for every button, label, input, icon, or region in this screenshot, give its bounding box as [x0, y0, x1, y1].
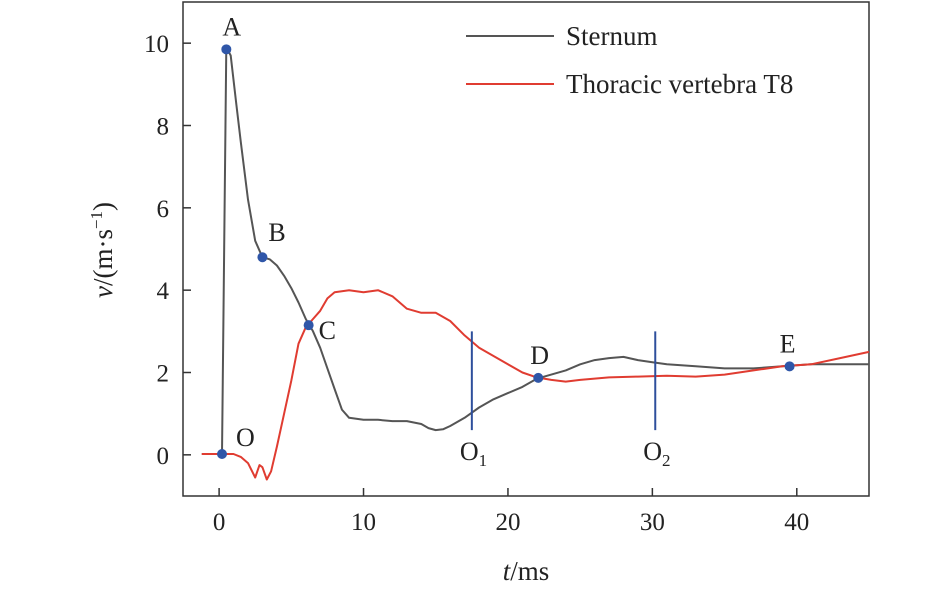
reference-line-label: O1 — [460, 437, 487, 470]
series-line-sternum — [201, 46, 869, 455]
point-label: D — [530, 341, 549, 370]
x-tick-label: 20 — [495, 509, 520, 536]
x-axis-label: t/ms — [503, 556, 550, 586]
reference-line-label: O2 — [643, 437, 670, 470]
y-tick-label: 4 — [157, 278, 170, 305]
y-axis-label: v/(m·s−1) — [87, 202, 118, 298]
y-tick-label: 10 — [144, 31, 169, 58]
series-layer — [201, 46, 870, 481]
point-label: B — [268, 218, 285, 247]
y-tick-label: 0 — [157, 443, 170, 470]
reference-lines: O1 O2 — [460, 331, 671, 470]
x-tick-label: 10 — [351, 509, 376, 536]
x-tick-label: 40 — [784, 509, 809, 536]
legend-label-sternum: Sternum — [566, 21, 658, 51]
point-label: O — [236, 423, 255, 452]
y-tick-label: 8 — [157, 114, 170, 141]
x-tick-label: 0 — [213, 509, 226, 536]
point-marker — [303, 320, 314, 331]
point-marker — [784, 361, 795, 372]
point-label: A — [222, 12, 241, 41]
point-label: E — [780, 329, 796, 358]
axis-ticks: 0 10 20 30 40 0 2 4 6 8 10 — [144, 31, 809, 536]
point-label: C — [319, 316, 336, 345]
legend-label-thoracic-vertebra-t8: Thoracic vertebra T8 — [566, 69, 793, 99]
x-tick-label: 30 — [640, 509, 665, 536]
point-marker — [533, 372, 544, 383]
point-marker — [221, 44, 232, 55]
y-tick-label: 6 — [157, 196, 170, 223]
y-tick-label: 2 — [157, 361, 170, 388]
point-marker — [257, 252, 268, 263]
annotation-points: O A B C D E — [216, 12, 796, 460]
legend: Sternum Thoracic vertebra T8 — [466, 21, 793, 99]
series-line-thoracic-vertebra-t8 — [201, 289, 870, 481]
plot-frame — [182, 1, 870, 497]
point-marker — [216, 449, 227, 460]
